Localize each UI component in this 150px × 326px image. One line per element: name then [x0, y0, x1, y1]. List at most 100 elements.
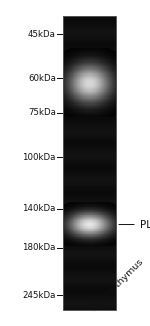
Bar [63, 57, 116, 58]
Bar [66, 53, 67, 54]
Bar [72, 54, 73, 56]
Bar [77, 240, 78, 241]
Bar [86, 48, 87, 49]
Bar [96, 96, 97, 97]
Bar [63, 220, 116, 221]
Bar [114, 205, 115, 206]
Bar [108, 57, 109, 58]
Bar [98, 229, 99, 230]
Bar [67, 106, 68, 107]
Bar [111, 91, 112, 92]
Bar [82, 99, 83, 100]
Bar [93, 62, 94, 63]
Bar [112, 242, 113, 243]
Bar [97, 74, 98, 76]
Bar [93, 207, 94, 208]
Bar [99, 103, 100, 105]
Bar [87, 85, 88, 86]
Bar [94, 230, 95, 231]
Bar [112, 80, 113, 82]
Bar [102, 232, 103, 233]
Bar [92, 114, 93, 115]
Bar [102, 221, 103, 222]
Bar [65, 212, 66, 213]
Bar [71, 223, 72, 224]
Bar [84, 226, 85, 227]
Bar [95, 243, 96, 244]
Bar [110, 57, 111, 58]
Bar [65, 241, 66, 242]
Bar [79, 77, 80, 78]
Bar [70, 224, 71, 225]
Bar [114, 97, 115, 99]
Bar [63, 263, 116, 264]
Bar [70, 80, 71, 82]
Bar [107, 214, 108, 215]
Bar [106, 224, 107, 225]
Bar [86, 76, 87, 77]
Bar [72, 76, 73, 77]
Bar [106, 208, 107, 209]
Bar [81, 204, 82, 205]
Bar [68, 64, 69, 65]
Bar [67, 241, 68, 242]
Bar [95, 99, 96, 100]
Bar [69, 56, 70, 57]
Bar [111, 96, 112, 97]
Bar [97, 53, 98, 54]
Bar [79, 95, 80, 96]
Bar [94, 56, 95, 57]
Bar [106, 242, 107, 243]
Bar [103, 226, 104, 227]
Bar [97, 238, 98, 239]
Bar [110, 111, 111, 113]
Bar [72, 236, 73, 237]
Bar [97, 239, 98, 240]
Bar [91, 204, 92, 205]
Bar [77, 90, 78, 91]
Bar [89, 203, 90, 204]
Bar [66, 63, 67, 64]
Bar [88, 205, 89, 206]
Bar [63, 101, 64, 102]
Bar [112, 51, 113, 52]
Bar [86, 114, 87, 115]
Bar [103, 56, 104, 57]
Bar [87, 77, 88, 78]
Bar [96, 77, 97, 78]
Bar [85, 52, 86, 53]
Bar [97, 207, 98, 208]
Bar [73, 212, 74, 213]
Bar [100, 233, 101, 234]
Bar [111, 234, 112, 235]
Bar [64, 71, 65, 72]
Bar [84, 57, 85, 58]
Bar [82, 228, 83, 229]
Bar [110, 77, 111, 78]
Bar [82, 232, 83, 233]
Bar [72, 206, 73, 207]
Bar [105, 92, 106, 93]
Bar [69, 213, 70, 214]
Bar [71, 94, 72, 95]
Bar [72, 48, 73, 49]
Bar [115, 71, 116, 72]
Bar [84, 245, 85, 246]
Bar [75, 223, 76, 224]
Bar [96, 211, 97, 212]
Bar [91, 232, 92, 233]
Bar [95, 94, 96, 95]
Bar [92, 85, 93, 86]
Bar [63, 209, 64, 210]
Bar [113, 208, 114, 209]
Bar [63, 97, 64, 99]
Bar [78, 241, 79, 242]
Bar [89, 222, 90, 223]
Bar [66, 213, 67, 214]
Bar [90, 242, 91, 243]
Bar [64, 217, 65, 218]
Bar [63, 235, 116, 236]
Bar [86, 70, 87, 71]
Bar [108, 243, 109, 244]
Bar [95, 56, 96, 57]
